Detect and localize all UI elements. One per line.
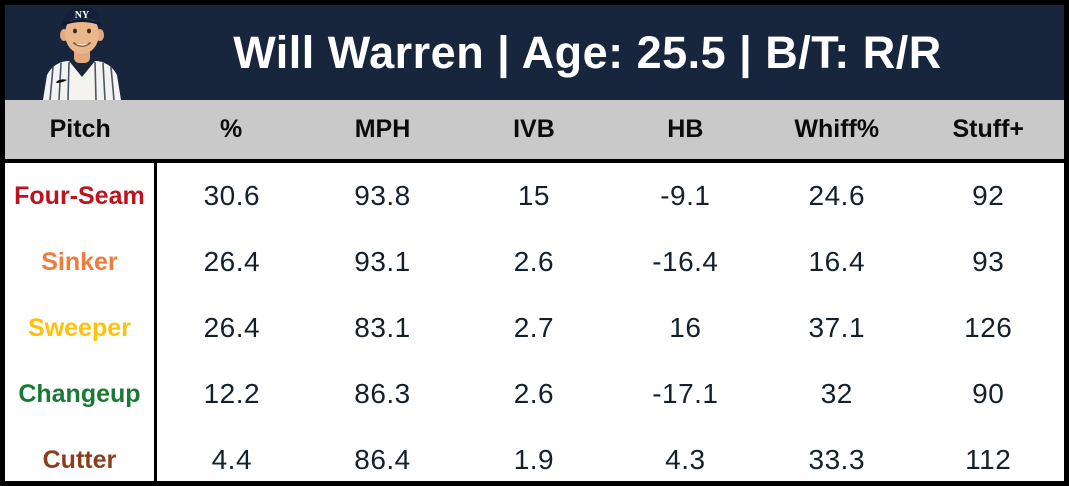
cell-stuff: 126	[912, 295, 1064, 361]
cell-mph: 93.8	[306, 161, 459, 229]
cell-stuff: 90	[912, 361, 1064, 427]
col-header-stuff: Stuff+	[912, 100, 1064, 163]
cell-stuff: 112	[912, 427, 1064, 481]
cell-usage: 26.4	[155, 295, 307, 361]
cell-whiff: 37.1	[761, 295, 913, 361]
cell-whiff: 33.3	[761, 427, 913, 481]
table-row: Changeup 12.2 86.3 2.6 -17.1 32 90	[5, 361, 1064, 427]
page-title: Will Warren | Age: 25.5 | B/T: R/R	[233, 27, 942, 78]
col-header-mph: MPH	[306, 100, 459, 163]
pitch-name: Changeup	[5, 361, 157, 427]
pitch-name: Four-Seam	[5, 161, 157, 229]
cell-ivb: 1.9	[458, 427, 610, 481]
cell-mph: 86.4	[306, 427, 459, 481]
player-photo: NY	[23, 5, 141, 100]
col-header-pitch: Pitch	[5, 100, 156, 163]
pitch-name: Sweeper	[5, 295, 157, 361]
cell-hb: -16.4	[609, 229, 762, 295]
cell-ivb: 15	[458, 161, 610, 229]
cell-hb: -9.1	[609, 161, 762, 229]
cell-hb: 16	[609, 295, 762, 361]
cell-whiff: 24.6	[761, 161, 913, 229]
table-row: Sinker 26.4 93.1 2.6 -16.4 16.4 93	[5, 229, 1064, 295]
table-row: Sweeper 26.4 83.1 2.7 16 37.1 126	[5, 295, 1064, 361]
col-header-ivb: IVB	[458, 100, 610, 163]
cell-usage: 30.6	[155, 161, 307, 229]
cell-hb: -17.1	[609, 361, 762, 427]
cell-ivb: 2.6	[458, 229, 610, 295]
player-headshot-graphic: NY	[43, 7, 121, 100]
cell-usage: 4.4	[155, 427, 307, 481]
cell-whiff: 32	[761, 361, 913, 427]
cell-stuff: 92	[912, 161, 1064, 229]
col-header-usage: %	[155, 100, 307, 163]
table-row: Cutter 4.4 86.4 1.9 4.3 33.3 112	[5, 427, 1064, 481]
yankees-logo: NY	[75, 10, 90, 21]
pitch-stats-table: Pitch % MPH IVB HB Whiff% Stuff+ Four-Se…	[5, 100, 1064, 481]
cell-stuff: 93	[912, 229, 1064, 295]
table-header-row: Pitch % MPH IVB HB Whiff% Stuff+	[5, 100, 1064, 163]
cell-ivb: 2.7	[458, 295, 610, 361]
header-banner: NY Will Warren | Age: 25.5 | B/T: R/R	[5, 5, 1064, 100]
table-row: Four-Seam 30.6 93.8 15 -9.1 24.6 92	[5, 161, 1064, 229]
cell-usage: 26.4	[155, 229, 307, 295]
col-header-hb: HB	[609, 100, 762, 163]
cell-usage: 12.2	[155, 361, 307, 427]
cell-mph: 83.1	[306, 295, 459, 361]
cell-hb: 4.3	[609, 427, 762, 481]
cell-mph: 93.1	[306, 229, 459, 295]
pitch-name: Cutter	[5, 427, 157, 481]
cell-mph: 86.3	[306, 361, 459, 427]
col-header-whiff: Whiff%	[761, 100, 913, 163]
cell-ivb: 2.6	[458, 361, 610, 427]
cell-whiff: 16.4	[761, 229, 913, 295]
pitch-name: Sinker	[5, 229, 157, 295]
